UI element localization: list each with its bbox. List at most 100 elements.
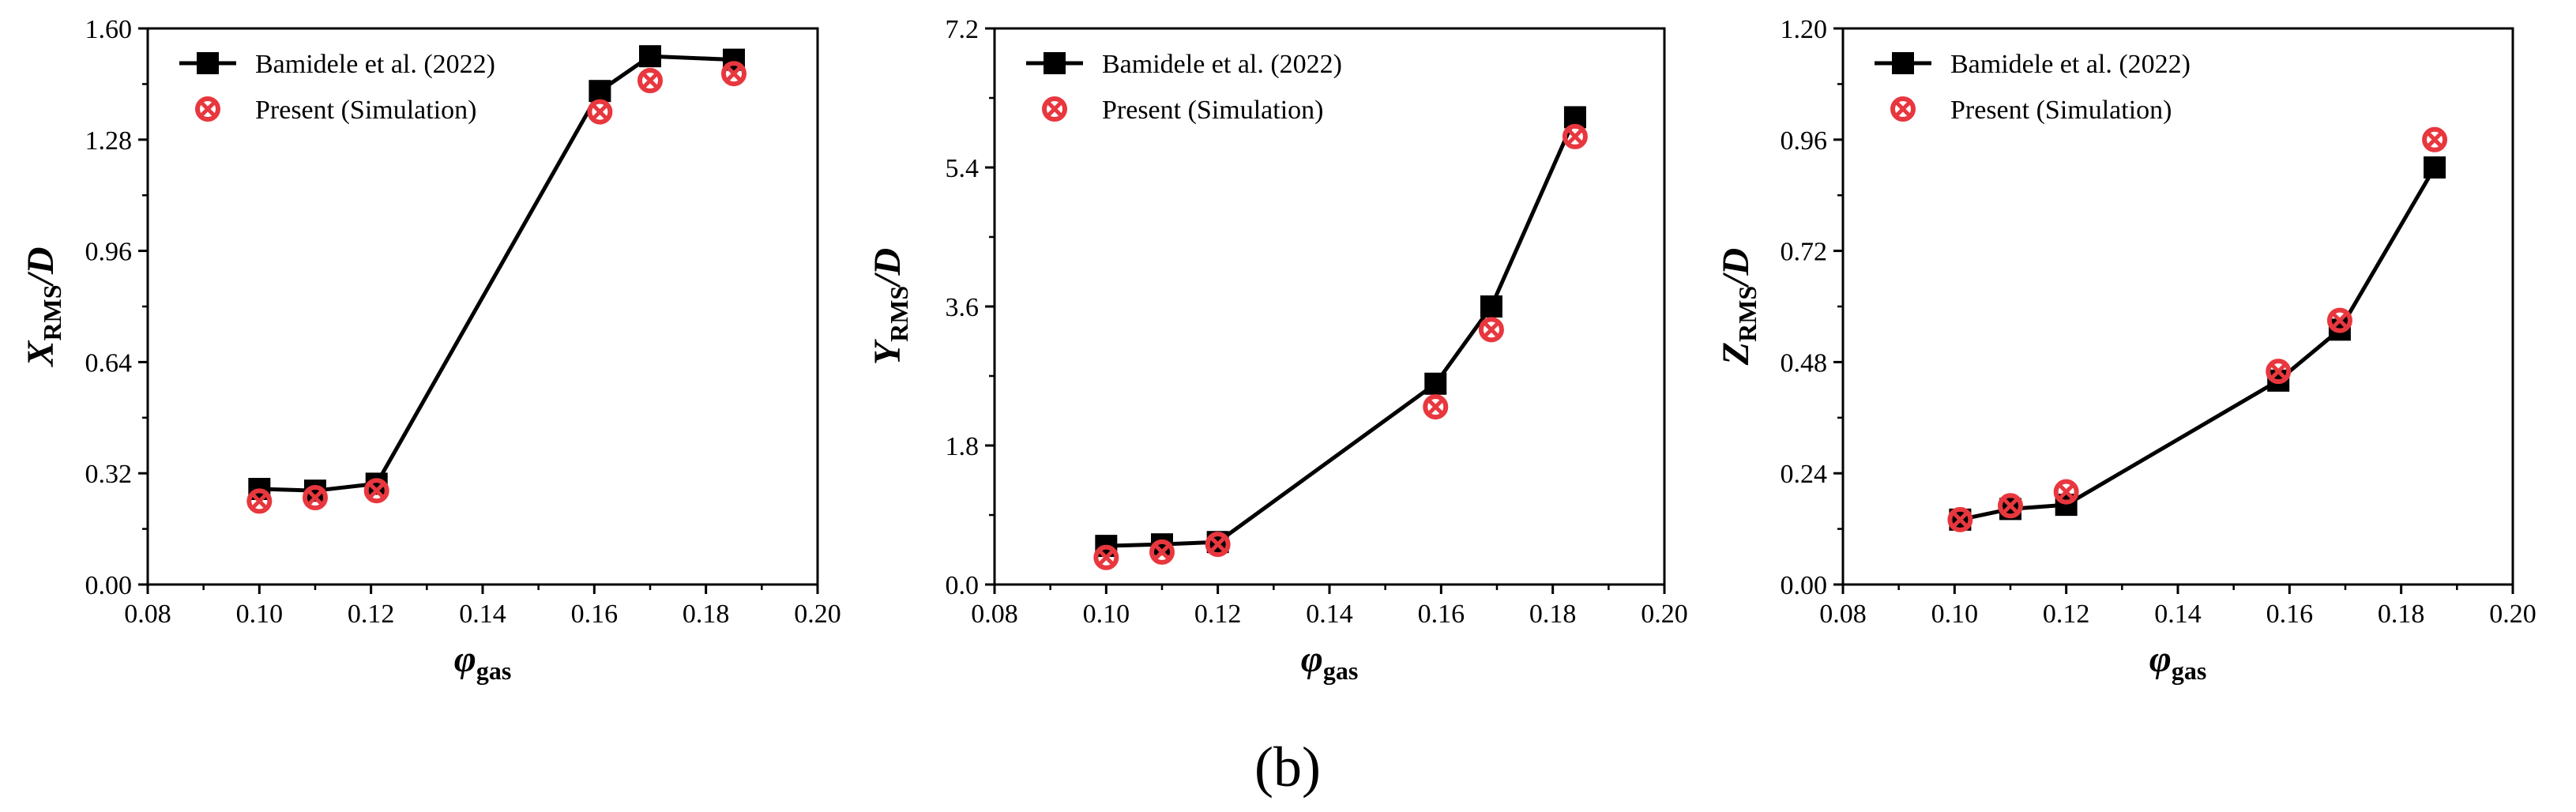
x-tick-label: 0.08 xyxy=(124,600,171,629)
x-axis-label: φgas xyxy=(2149,638,2207,685)
data-point-cross xyxy=(591,103,609,121)
x-tick-label: 0.10 xyxy=(1083,600,1130,629)
y-tick-label: 0.96 xyxy=(1781,126,1828,156)
legend: Bamidele et al. (2022) Present (Simulatio… xyxy=(1875,50,2191,125)
y-axis-label: ZRMS/D xyxy=(1715,248,1762,366)
data-point-cross xyxy=(2057,483,2075,501)
series-present xyxy=(1947,126,2448,532)
y-tick-label: 0.24 xyxy=(1781,460,1828,489)
y-tick-label: 3.6 xyxy=(946,293,980,322)
data-point-cross xyxy=(725,65,743,82)
x-axis-subscript: gas xyxy=(476,656,511,685)
data-point-ring xyxy=(2326,307,2352,333)
legend-marker xyxy=(1044,52,1066,74)
y-axis-label: YRMS/D xyxy=(867,248,913,365)
x-axis-symbol: φ xyxy=(454,638,476,680)
x-tick-label: 0.12 xyxy=(2043,600,2090,629)
data-point xyxy=(2326,307,2352,333)
data-point-cross xyxy=(2270,363,2287,380)
legend-label: Present (Simulation) xyxy=(1102,96,1323,125)
y-tick-label: 7.2 xyxy=(946,15,980,44)
data-point xyxy=(1424,372,1447,395)
legend-marker-cross xyxy=(199,100,216,118)
x-axis-label: φgas xyxy=(454,638,512,685)
x-tick-label: 0.14 xyxy=(1306,600,1353,629)
x-axis-subscript: gas xyxy=(1323,656,1358,685)
y-tick-label: 0.00 xyxy=(1781,571,1828,600)
data-point xyxy=(2266,359,2292,385)
data-point xyxy=(637,68,663,93)
data-point-ring xyxy=(2422,126,2448,152)
data-point-cross xyxy=(1153,543,1171,561)
data-point-ring xyxy=(2266,359,2292,385)
data-point xyxy=(1947,506,1973,532)
data-point xyxy=(363,478,389,504)
data-point-cross xyxy=(2426,131,2443,148)
y-tick-label: 1.8 xyxy=(946,432,980,461)
chart-x-rms: 0.08 0.10 0.12 0.14 0.16 0.18 0.20 0.00 0.32 0.64… xyxy=(20,15,841,685)
data-point xyxy=(303,485,328,510)
legend-item: Present (Simulation) xyxy=(195,96,476,125)
y-axis-suffix: /D xyxy=(20,246,62,287)
data-point xyxy=(721,61,746,87)
data-point-ring xyxy=(1947,506,1973,532)
data-point xyxy=(2053,479,2079,505)
y-tick-label: 0.48 xyxy=(1781,348,1828,378)
x-tick-label: 0.10 xyxy=(1931,600,1979,629)
plot-frame xyxy=(1841,27,2514,586)
series-bamidele xyxy=(1095,106,1586,558)
legend-item: Bamidele et al. (2022) xyxy=(179,50,495,79)
data-point xyxy=(639,45,661,68)
series-line xyxy=(1106,116,1578,548)
data-point xyxy=(589,80,611,103)
figure-panel-label: (b) xyxy=(1254,735,1321,799)
x-tick-label: 0.16 xyxy=(571,600,619,629)
data-point-cross xyxy=(367,482,385,499)
legend-item: Present (Simulation) xyxy=(1890,96,2172,125)
data-point-cross xyxy=(2331,311,2348,329)
data-point-cross xyxy=(2002,497,2019,515)
data-point-cross xyxy=(250,492,269,510)
x-tick-label: 0.20 xyxy=(1641,600,1688,629)
y-axis-subscript: RMS xyxy=(1733,286,1762,342)
legend-marker xyxy=(1042,96,1067,122)
y-tick-label: 0.00 xyxy=(85,571,133,600)
x-axis-symbol: φ xyxy=(2149,638,2172,680)
data-point-ring xyxy=(1149,539,1175,565)
legend-item: Bamidele et al. (2022) xyxy=(1026,50,1342,79)
x-tick-label: 0.12 xyxy=(1194,600,1242,629)
data-point-ring xyxy=(246,488,273,514)
data-point xyxy=(2424,156,2446,179)
series-present xyxy=(1093,123,1588,570)
x-tick-label: 0.10 xyxy=(236,600,284,629)
data-point xyxy=(1480,295,1502,318)
y-tick-label: 5.4 xyxy=(946,154,980,183)
data-point-ring xyxy=(1423,394,1449,420)
y-axis-suffix: /D xyxy=(1715,248,1757,288)
data-point-ring xyxy=(637,68,663,93)
legend-marker-ring xyxy=(195,96,220,122)
series-line xyxy=(1959,166,2437,522)
legend-marker xyxy=(1890,96,1916,122)
x-tick-label: 0.16 xyxy=(2266,600,2314,629)
data-point-ring xyxy=(2053,479,2079,505)
data-point xyxy=(1998,493,2023,519)
data-point-cross xyxy=(1951,511,1969,528)
data-point-ring xyxy=(1093,544,1119,570)
data-point-ring xyxy=(303,485,328,510)
data-point xyxy=(587,99,613,125)
y-tick-label: 0.72 xyxy=(1781,238,1828,267)
x-axis-label: φgas xyxy=(1301,638,1359,685)
data-point xyxy=(1562,123,1588,149)
legend-item: Present (Simulation) xyxy=(1042,96,1323,125)
y-tick-label: 1.60 xyxy=(85,15,133,44)
data-point-cross xyxy=(306,489,324,506)
y-axis-symbol: X xyxy=(20,340,62,368)
data-point-ring xyxy=(721,61,746,87)
data-point xyxy=(1149,539,1175,565)
legend-label: Present (Simulation) xyxy=(1950,96,2172,125)
plot-frame xyxy=(993,27,1666,586)
x-tick-label: 0.20 xyxy=(794,600,841,629)
y-axis-subscript: RMS xyxy=(885,286,913,342)
x-tick-label: 0.20 xyxy=(2489,600,2537,629)
